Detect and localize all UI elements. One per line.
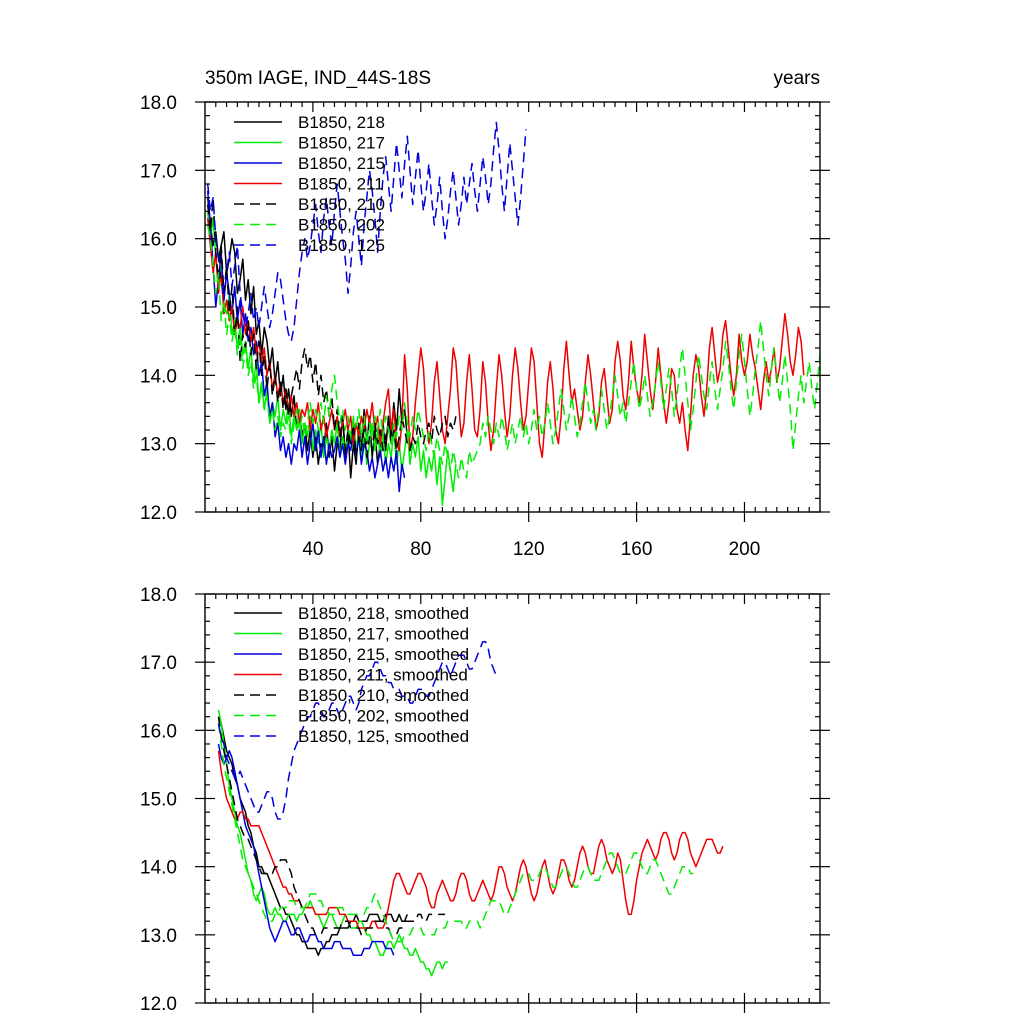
top-legend-label: B1850, 218 (298, 113, 385, 132)
top-series-line (206, 121, 527, 342)
top-panel-title: 350m IAGE, IND_44S-18S (205, 68, 431, 89)
bottom-legend-label: B1850, 125, smoothed (298, 727, 469, 746)
top-panel: 40 80 120 160 200 12.0 13.0 14.0 15.0 16.0 17.0 18.… (140, 93, 830, 560)
top-legend-label: B1850, 210 (298, 195, 385, 214)
top-y-tick-label: 14.0 (140, 366, 177, 387)
bottom-y-tick-label: 14.0 (140, 858, 177, 879)
bottom-legend-label: B1850, 215, smoothed (298, 645, 469, 664)
top-x-tick-label: 80 (410, 539, 431, 560)
bottom-y-tick-label: 18.0 (140, 585, 177, 606)
top-panel-units: years (774, 68, 820, 89)
top-series-line (206, 224, 820, 479)
bottom-series-line (217, 709, 448, 977)
top-y-tick-label: 16.0 (140, 230, 177, 251)
bottom-y-tick-label: 15.0 (140, 790, 177, 811)
top-y-tick-label: 12.0 (140, 503, 177, 524)
bottom-y-tick-label: 17.0 (140, 653, 177, 674)
bottom-legend: B1850, 218, smoothed B1850, 217, smoothed… (234, 604, 469, 746)
bottom-series-line (217, 716, 446, 936)
top-series-line (206, 218, 805, 459)
top-x-tick-label: 40 (302, 539, 323, 560)
bottom-y-tick-label: 13.0 (140, 926, 177, 947)
top-y-tick-label: 13.0 (140, 435, 177, 456)
bottom-series-group (217, 640, 724, 977)
bottom-panel: 12.0 13.0 14.0 15.0 16.0 17.0 18.0 B1850, 218, … (140, 585, 830, 1015)
top-x-tick-label: 200 (729, 539, 761, 560)
top-y-tick-label: 18.0 (140, 93, 177, 114)
top-legend-label: B1850, 215 (298, 154, 385, 173)
bottom-y-tick-label: 16.0 (140, 721, 177, 742)
top-y-tick-label: 17.0 (140, 161, 177, 182)
top-x-tick-label: 120 (513, 539, 545, 560)
top-series-line (206, 196, 457, 459)
top-series-line (206, 190, 406, 493)
bottom-legend-label: B1850, 218, smoothed (298, 604, 469, 623)
bottom-legend-label: B1850, 210, smoothed (298, 686, 469, 705)
top-series-group (206, 121, 820, 506)
top-legend-label: B1850, 211 (298, 175, 384, 194)
bottom-series-line (217, 716, 408, 957)
bottom-series-line (217, 723, 694, 943)
bottom-legend-label: B1850, 211, smoothed (298, 666, 468, 685)
top-x-tick-label: 160 (621, 539, 653, 560)
bottom-legend-label: B1850, 202, smoothed (298, 707, 469, 726)
bottom-series-line (217, 640, 497, 820)
top-legend-label: B1850, 125 (298, 236, 385, 255)
top-legend-label: B1850, 217 (298, 134, 385, 153)
bottom-y-tick-label: 12.0 (140, 994, 177, 1015)
bottom-legend-label: B1850, 217, smoothed (298, 625, 469, 644)
top-series-line (206, 211, 457, 506)
bottom-series-line (217, 743, 395, 957)
top-legend-label: B1850, 202 (298, 216, 385, 235)
top-y-tick-label: 15.0 (140, 298, 177, 319)
